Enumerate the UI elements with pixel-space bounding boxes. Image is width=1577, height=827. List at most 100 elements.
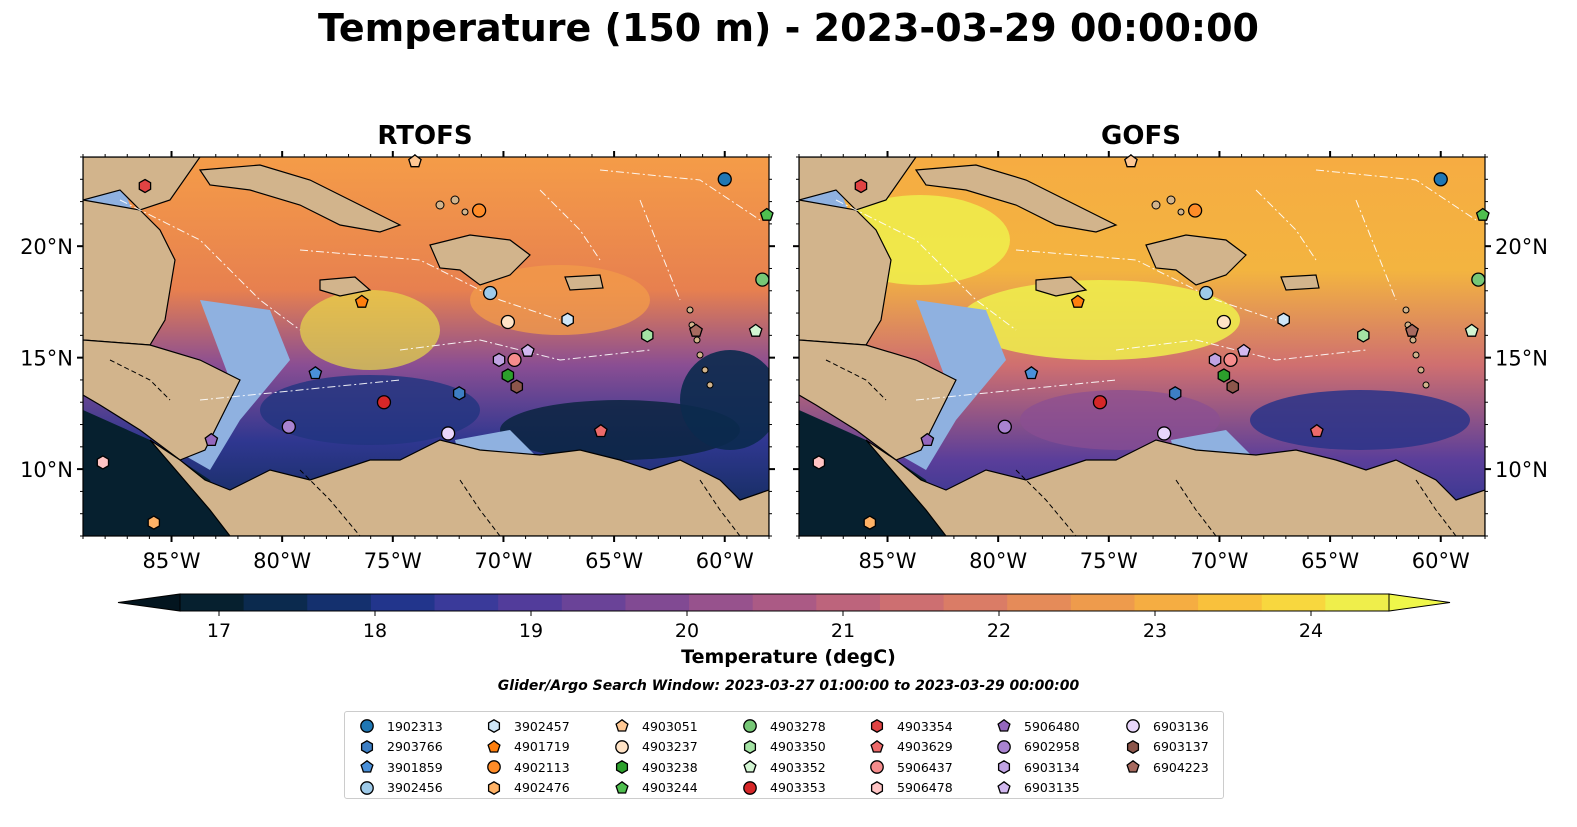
- legend-marker: [487, 780, 501, 795]
- lat-tick-label: 10°N: [20, 458, 73, 482]
- legend-item: 4903629: [869, 737, 953, 758]
- colorbar-tick-label: 18: [363, 620, 387, 642]
- lon-tick-label: 75°W: [1080, 549, 1138, 573]
- legend-label: 6904223: [1153, 759, 1209, 775]
- legend-marker: [360, 780, 374, 795]
- float-marker-5906478: [96, 455, 110, 470]
- legend-label: 4903278: [770, 718, 826, 734]
- legend-marker: [870, 760, 884, 775]
- legend-marker: [615, 760, 629, 775]
- lon-tick-label: 80°W: [969, 549, 1027, 573]
- pentagon-marker-icon: [1126, 760, 1140, 773]
- legend-label: 4902113: [514, 759, 570, 775]
- float-marker-4901719: [1070, 294, 1085, 308]
- float-marker-6903136: [440, 426, 456, 441]
- circle-marker-icon: [870, 760, 884, 775]
- legend-column: 4903354 4903629 5906437 5906478: [869, 716, 953, 798]
- float-marker-4903352: [748, 323, 763, 337]
- pentagon-marker-icon: [487, 739, 501, 753]
- legend-item: 5906437: [869, 757, 953, 778]
- lat-tick-label: 15°N: [1495, 347, 1548, 371]
- legend-column: 5906480 6902958 6903134 6903135: [996, 716, 1080, 798]
- legend-label: 4903350: [770, 739, 826, 755]
- hexagon-marker-icon: [487, 719, 501, 734]
- float-marker-4903352: [1464, 323, 1479, 337]
- colorbar-segment: [434, 594, 499, 611]
- colorbar-segment: [243, 594, 308, 611]
- legend-marker: [743, 780, 757, 795]
- lon-tick-label: 70°W: [474, 549, 532, 573]
- circle-marker-icon: [997, 739, 1011, 754]
- circle-marker-icon: [1126, 719, 1140, 734]
- hexagon-marker-icon: [615, 760, 629, 775]
- lat-tick-label: 20°N: [20, 235, 73, 259]
- colorbar-segment: [1070, 594, 1135, 611]
- legend-column: 6903136 6903137 6904223: [1125, 716, 1209, 778]
- legend-item: 4903352: [742, 757, 826, 778]
- legend-marker: [615, 780, 629, 794]
- colorbar-segment: [816, 594, 881, 611]
- float-marker-4903278: [755, 272, 770, 287]
- hexagon-marker-icon: [743, 739, 757, 754]
- hexagon-marker-icon: [997, 760, 1011, 775]
- float-marker-5906437: [507, 352, 522, 368]
- legend-marker: [997, 760, 1011, 775]
- legend-item: 4902476: [486, 778, 570, 799]
- lon-tick-label: 65°W: [585, 549, 643, 573]
- float-marker-4903354: [854, 178, 868, 194]
- lon-tick-label: 85°W: [143, 549, 201, 573]
- legend-item: 1902313: [359, 716, 443, 737]
- float-marker-3902456: [1199, 285, 1214, 301]
- colorbar-segment: [1007, 594, 1072, 611]
- colorbar-segment: [752, 594, 817, 611]
- colorbar-tick-label: 21: [831, 620, 855, 642]
- float-marker-4903244: [759, 207, 774, 221]
- colorbar-tick-label: 22: [987, 620, 1011, 642]
- float-marker-5906480: [204, 432, 219, 447]
- lon-tick-label: 60°W: [696, 549, 754, 573]
- legend-marker: [1126, 739, 1140, 754]
- legend-item: 3902457: [486, 716, 570, 737]
- legend-item: 6903135: [996, 778, 1080, 799]
- float-marker-1902313: [1433, 172, 1448, 187]
- legend-label: 6903137: [1153, 739, 1209, 755]
- legend-label: 6903135: [1024, 780, 1080, 796]
- hexagon-marker-icon: [360, 739, 374, 754]
- legend-marker: [487, 760, 501, 775]
- circle-marker-icon: [743, 780, 757, 795]
- colorbar-label: Temperature (degC): [681, 646, 896, 668]
- float-marker-5906480: [920, 432, 935, 447]
- legend-marker: [1126, 719, 1140, 734]
- colorbar: 17 18 19 20 21 22 23 24: [117, 593, 1451, 642]
- legend-marker: [615, 739, 629, 754]
- float-marker-4902476: [147, 515, 161, 530]
- float-marker-4903350: [641, 328, 654, 343]
- legend: 1902313 2903766 3901859 3902456 3902457 49017…: [344, 711, 1224, 799]
- pentagon-marker-icon: [997, 719, 1011, 732]
- legend-label: 4903237: [642, 739, 698, 755]
- legend-label: 4903352: [770, 759, 826, 775]
- rtofs-panel-title: RTOFS: [377, 121, 473, 151]
- float-marker-5906437: [1223, 352, 1238, 368]
- legend-item: 4903353: [742, 778, 826, 799]
- float-marker-4903353: [1092, 395, 1108, 410]
- circle-marker-icon: [743, 719, 757, 734]
- legend-item: 4902113: [486, 757, 570, 778]
- circle-marker-icon: [615, 739, 629, 754]
- colorbar-extend-low: [117, 593, 181, 612]
- colorbar-tick-label: 23: [1143, 620, 1167, 642]
- legend-marker: [870, 739, 884, 753]
- lat-tick-label: 10°N: [1495, 458, 1548, 482]
- jamaica-land: [319, 276, 372, 297]
- float-marker-6903135: [520, 343, 535, 357]
- legend-label: 4903353: [770, 780, 826, 796]
- legend-marker: [997, 780, 1011, 794]
- legend-marker: [870, 719, 884, 734]
- legend-item: 6904223: [1125, 757, 1209, 778]
- float-marker-4903237: [1216, 314, 1232, 330]
- legend-label: 1902313: [387, 718, 443, 734]
- hexagon-marker-icon: [1126, 739, 1140, 754]
- float-marker-3902457: [561, 312, 574, 327]
- legend-label: 4903244: [642, 780, 698, 796]
